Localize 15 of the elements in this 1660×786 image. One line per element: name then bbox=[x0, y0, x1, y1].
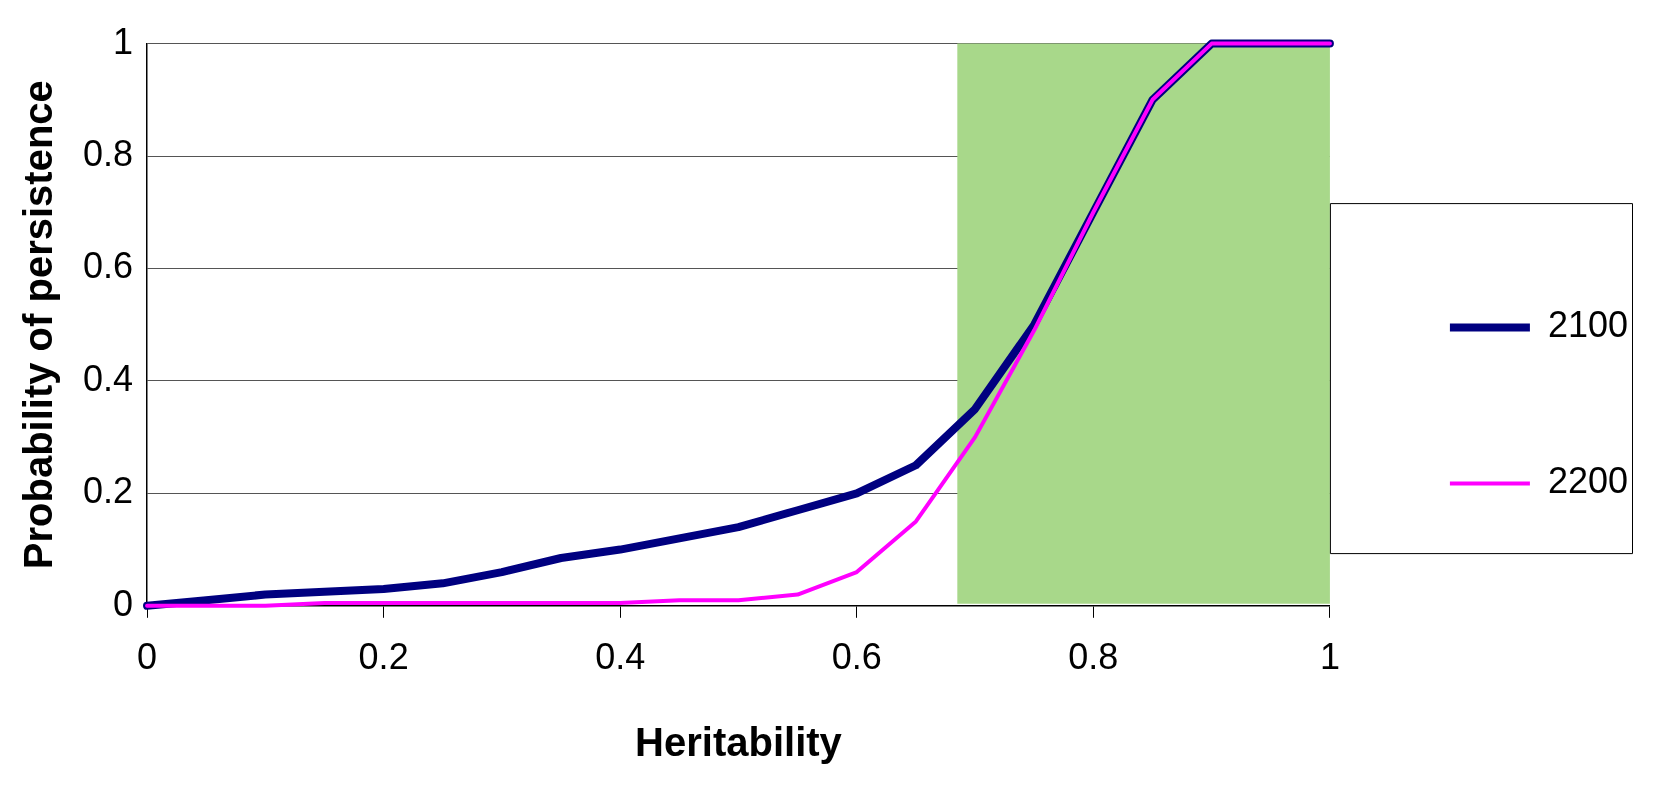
x-tick-label: 0.2 bbox=[358, 636, 409, 678]
y-tick-label: 0.2 bbox=[83, 470, 134, 512]
x-axis-title: Heritability bbox=[635, 720, 843, 765]
legend-label: 2200 bbox=[1547, 460, 1629, 502]
x-tick-label: 0.4 bbox=[595, 636, 646, 678]
y-tick-label: 0 bbox=[113, 582, 134, 624]
y-tick-label: 1 bbox=[113, 20, 134, 62]
x-tick-label: 1 bbox=[1319, 636, 1340, 678]
x-tick-label: 0.8 bbox=[1068, 636, 1119, 678]
x-tick-label: 0.6 bbox=[831, 636, 882, 678]
y-tick-label: 0.8 bbox=[83, 132, 134, 174]
legend-label: 2100 bbox=[1547, 304, 1629, 346]
y-tick-label: 0.6 bbox=[83, 245, 134, 287]
y-tick-label: 0.4 bbox=[83, 357, 134, 399]
y-axis-title: Probability of persistence bbox=[16, 80, 61, 570]
